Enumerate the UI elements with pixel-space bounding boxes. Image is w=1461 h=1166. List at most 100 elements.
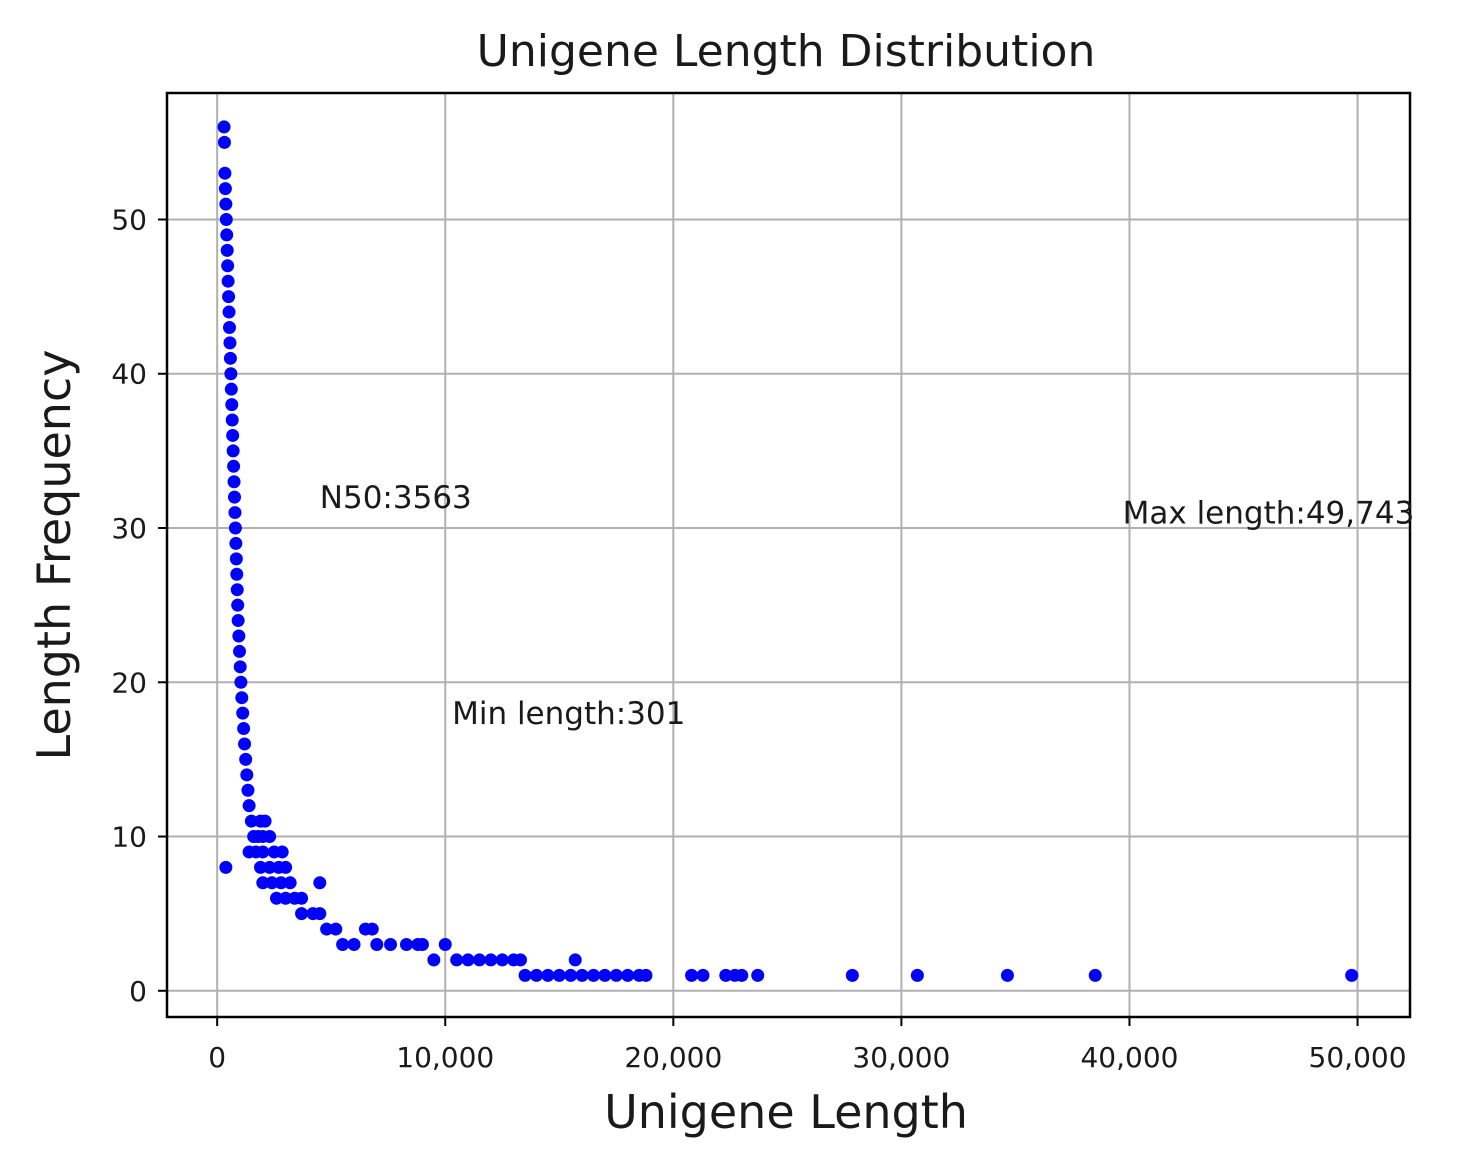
data-point	[241, 783, 255, 797]
data-point	[295, 891, 309, 905]
data-point	[244, 814, 258, 828]
data-point	[639, 968, 653, 982]
data-point	[234, 675, 248, 689]
data-point	[229, 552, 243, 566]
data-point	[228, 521, 242, 535]
data-point	[226, 444, 240, 458]
data-point	[313, 907, 327, 921]
y-tick-label: 30	[111, 512, 147, 545]
y-tick-label: 20	[111, 666, 147, 699]
data-point	[254, 860, 268, 874]
data-point	[225, 398, 239, 412]
annotations: N50:3563 Min length:301 Max length:49,743	[320, 480, 1414, 732]
data-point	[269, 891, 283, 905]
data-point	[552, 968, 566, 982]
data-point	[222, 320, 236, 334]
x-axis-label: Unigene Length	[604, 1085, 968, 1139]
data-point	[232, 629, 246, 643]
data-point	[220, 243, 234, 257]
data-point	[384, 937, 398, 951]
axis-ticks: 0 10,000 20,000 30,000 40,000 50,000 0 10 20 30 40…	[111, 203, 1406, 1074]
data-point	[221, 274, 235, 288]
data-point	[256, 845, 270, 859]
data-point	[564, 968, 578, 982]
data-point	[541, 968, 555, 982]
data-point	[220, 228, 234, 242]
data-point	[609, 968, 623, 982]
plot-frame	[165, 91, 1412, 1019]
data-point	[228, 490, 242, 504]
data-point	[910, 968, 924, 982]
data-point	[575, 968, 589, 982]
data-point	[263, 860, 277, 874]
data-point	[219, 860, 233, 874]
data-point	[598, 968, 612, 982]
grid	[167, 93, 1410, 1017]
data-point	[224, 367, 238, 381]
data-point	[265, 876, 279, 890]
x-tick-label: 20,000	[624, 1041, 722, 1074]
data-point	[222, 305, 236, 319]
x-tick-label: 50,000	[1309, 1041, 1407, 1074]
annotation-label: N50:3563	[320, 480, 472, 516]
data-point	[399, 937, 413, 951]
data-point	[365, 922, 379, 936]
data-point	[233, 660, 247, 674]
y-tick-label: 50	[111, 203, 147, 236]
data-point	[283, 876, 297, 890]
data-point	[1088, 968, 1102, 982]
data-point	[347, 937, 361, 951]
data-point	[218, 166, 232, 180]
x-tick-label: 30,000	[852, 1041, 950, 1074]
data-point	[514, 953, 528, 967]
data-points	[217, 120, 1359, 982]
data-point	[231, 598, 245, 612]
data-point	[568, 953, 582, 967]
data-point	[370, 937, 384, 951]
data-point	[450, 953, 464, 967]
data-point	[224, 382, 238, 396]
data-point	[219, 197, 233, 211]
data-point	[685, 968, 699, 982]
data-point	[217, 135, 231, 149]
data-point	[518, 968, 532, 982]
data-point	[279, 860, 293, 874]
y-tick-label: 10	[111, 821, 147, 854]
data-point	[238, 737, 252, 751]
data-point	[233, 644, 247, 658]
x-tick-label: 0	[208, 1041, 226, 1074]
data-point	[226, 428, 240, 442]
data-point	[230, 583, 244, 597]
data-point	[239, 752, 253, 766]
y-axis-label: Length Frequency	[27, 350, 81, 761]
data-point	[1345, 968, 1359, 982]
data-point	[222, 290, 236, 304]
data-point	[295, 907, 309, 921]
data-point	[279, 891, 293, 905]
annotation-label: Max length:49,743	[1123, 496, 1415, 532]
data-point	[225, 413, 239, 427]
chart-title: Unigene Length Distribution	[477, 26, 1096, 77]
data-point	[427, 953, 441, 967]
data-point	[219, 212, 233, 226]
data-point	[495, 953, 509, 967]
data-point	[415, 937, 429, 951]
data-point	[256, 876, 270, 890]
data-point	[719, 968, 733, 982]
data-point	[263, 830, 277, 844]
data-point	[275, 845, 289, 859]
data-point	[218, 182, 232, 196]
data-point	[336, 937, 350, 951]
data-point	[529, 968, 543, 982]
data-point	[621, 968, 635, 982]
data-point	[227, 475, 241, 489]
data-point	[221, 259, 235, 273]
data-point	[1000, 968, 1014, 982]
data-point	[586, 968, 600, 982]
x-tick-label: 40,000	[1080, 1041, 1178, 1074]
data-point	[240, 768, 254, 782]
data-point	[237, 722, 251, 736]
data-point	[229, 536, 243, 550]
